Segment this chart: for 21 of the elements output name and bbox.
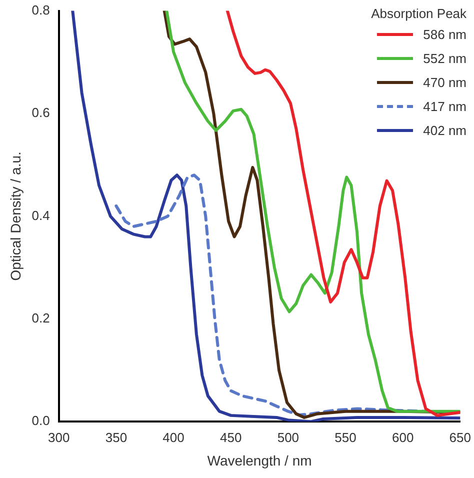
- legend-label: 402 nm: [423, 122, 467, 138]
- x-tick-label: 300: [48, 430, 70, 445]
- y-tick-label: 0.4: [32, 208, 50, 223]
- y-tick-label: 0.0: [32, 413, 50, 428]
- x-tick-label: 450: [220, 430, 242, 445]
- legend-label: 586 nm: [423, 26, 467, 42]
- y-tick-label: 0.6: [32, 105, 50, 120]
- x-tick-label: 500: [277, 430, 300, 445]
- x-tick-label: 400: [162, 430, 184, 445]
- x-tick-label: 650: [449, 430, 472, 445]
- legend-title: Absorption Peak: [371, 6, 467, 21]
- x-tick-label: 600: [392, 430, 414, 445]
- y-tick-label: 0.2: [32, 310, 50, 326]
- legend-label: 417 nm: [423, 98, 467, 114]
- legend-label: 470 nm: [423, 74, 467, 90]
- y-tick-label: 0.8: [32, 2, 50, 18]
- legend-label: 552 nm: [423, 50, 467, 66]
- x-tick-label: 550: [334, 430, 356, 445]
- y-axis-title: Optical Density / a.u.: [7, 152, 24, 281]
- x-tick-label: 350: [105, 430, 128, 445]
- x-axis-title: Wavelength / nm: [207, 452, 312, 468]
